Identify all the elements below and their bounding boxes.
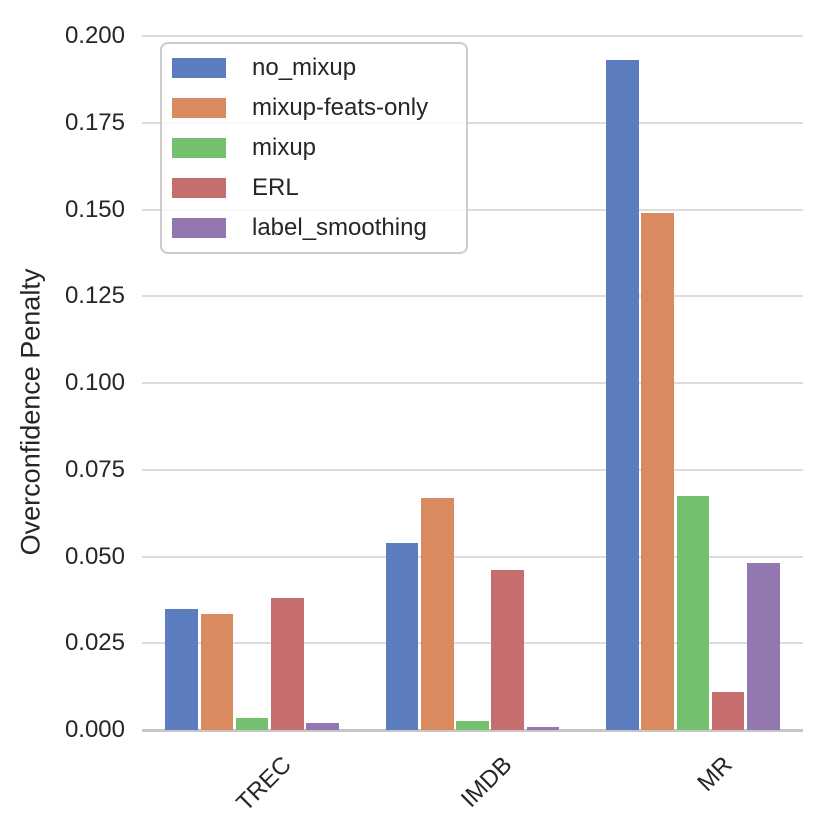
legend-swatch-label_smoothing (172, 218, 226, 238)
x-tick-label: TREC (231, 751, 297, 817)
y-tick-label: 0.100 (64, 369, 125, 396)
legend-swatch-mixup (172, 138, 226, 158)
legend-label: mixup (252, 134, 317, 161)
y-tick-label: 0.125 (64, 282, 125, 310)
legend-label: ERL (252, 174, 299, 201)
gridline (142, 295, 803, 298)
bar-ERL-TREC (271, 598, 304, 730)
y-tick-label: 0.200 (64, 22, 125, 49)
bar-ERL-MR (711, 691, 745, 730)
gridline (142, 642, 803, 645)
bar-mixup-MR (676, 495, 710, 730)
bar-mixup-feats-only-IMDB (421, 497, 454, 730)
bar-no_mixup-IMDB (385, 542, 419, 730)
legend-item-mixup: mixup (172, 128, 466, 168)
y-tick-label: 0.025 (64, 629, 125, 657)
x-tick-label: IMDB (455, 751, 517, 813)
legend-swatch-mixup-feats-only (172, 98, 226, 118)
y-tick-label: 0.175 (64, 108, 125, 136)
bar-no_mixup-TREC (165, 608, 199, 730)
legend-label: mixup-feats-only (252, 94, 429, 121)
x-tick-label: MR (691, 751, 738, 797)
gridline (142, 121, 803, 124)
gridline (142, 555, 803, 558)
gridline (142, 468, 803, 471)
gridline (142, 208, 803, 211)
gridline (142, 35, 803, 37)
y-tick-label: 0.000 (64, 716, 125, 743)
legend: no_mixup mixup-feats-only mixup ERL label_sm… (160, 42, 468, 254)
bar-mixup-feats-only-TREC (200, 613, 234, 730)
legend-swatch-no_mixup (172, 58, 226, 78)
bar-mixup-IMDB (456, 721, 489, 730)
bar-mixup-TREC (235, 717, 269, 730)
bar-label_smoothing-MR (746, 563, 780, 730)
bar-no_mixup-MR (606, 60, 639, 730)
y-tick-label: 0.075 (64, 455, 125, 483)
bar-label_smoothing-TREC (306, 723, 339, 730)
legend-label: no_mixup (252, 54, 357, 81)
legend-swatch-ERL (172, 178, 226, 198)
y-tick-label: 0.050 (64, 542, 125, 570)
legend-item-no_mixup: no_mixup (172, 48, 466, 88)
gridline (142, 382, 803, 384)
legend-item-mixup-feats-only: mixup-feats-only (172, 88, 466, 128)
legend-item-ERL: ERL (172, 168, 466, 208)
x-axis-line (142, 729, 803, 732)
legend-item-label_smoothing: label_smoothing (172, 208, 466, 248)
y-axis-title: Overconfidence Penalty (15, 268, 46, 556)
legend-label: label_smoothing (252, 214, 427, 241)
bar-ERL-IMDB (491, 570, 524, 730)
bar-mixup-feats-only-MR (641, 212, 674, 730)
bar-label_smoothing-IMDB (526, 726, 560, 730)
y-tick-label: 0.150 (64, 195, 125, 223)
